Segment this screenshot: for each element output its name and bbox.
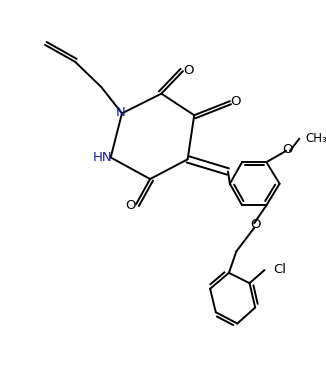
Text: CH₃: CH₃ (305, 132, 326, 145)
Text: Cl: Cl (273, 263, 286, 275)
Text: O: O (230, 95, 241, 108)
Text: N: N (116, 106, 126, 119)
Text: O: O (282, 144, 292, 156)
Text: O: O (183, 64, 194, 77)
Text: HN: HN (93, 151, 112, 164)
Text: O: O (250, 217, 260, 231)
Text: O: O (125, 199, 136, 212)
